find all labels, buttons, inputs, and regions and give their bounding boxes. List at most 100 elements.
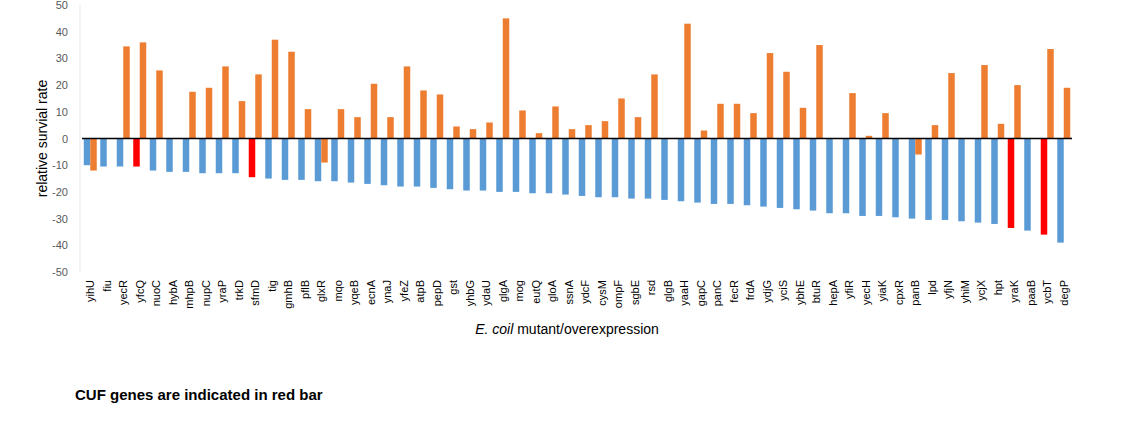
bar bbox=[216, 139, 223, 174]
bar bbox=[810, 139, 817, 211]
x-tick-label: yhbG bbox=[464, 280, 476, 306]
y-tick bbox=[78, 138, 81, 139]
y-tick bbox=[78, 58, 81, 59]
x-tick-label: yhiM bbox=[959, 280, 971, 303]
bar bbox=[387, 117, 394, 138]
x-tick-label: yfjN bbox=[942, 280, 954, 299]
bar bbox=[414, 139, 421, 187]
bar bbox=[1057, 139, 1064, 243]
bar bbox=[717, 104, 724, 139]
chart: -50-40-30-20-1001020304050relative survi… bbox=[0, 0, 1131, 424]
x-tick-label: yecH bbox=[860, 280, 872, 305]
y-tick-label: 20 bbox=[56, 79, 68, 91]
x-tick-label: ompF bbox=[612, 280, 624, 308]
x-tick-label: nuoC bbox=[150, 280, 162, 306]
y-tick-label: 40 bbox=[56, 26, 68, 38]
bar bbox=[354, 117, 361, 138]
x-tick-label: mqo bbox=[332, 280, 344, 301]
bar bbox=[744, 139, 751, 206]
bar bbox=[661, 139, 668, 200]
bar bbox=[282, 139, 289, 180]
bar bbox=[463, 139, 470, 191]
bar bbox=[486, 122, 493, 138]
y-tick-label: 30 bbox=[56, 52, 68, 64]
x-tick-label: panB bbox=[909, 280, 921, 306]
bar bbox=[793, 139, 800, 210]
bar bbox=[892, 139, 899, 218]
x-tick-label: yraK bbox=[1008, 279, 1020, 302]
bar bbox=[701, 130, 708, 138]
bar bbox=[783, 72, 790, 139]
bar bbox=[767, 53, 774, 138]
bar bbox=[618, 98, 625, 138]
bar bbox=[800, 108, 807, 139]
bars bbox=[84, 18, 1071, 242]
bar bbox=[711, 139, 718, 204]
y-tick bbox=[78, 85, 81, 86]
x-tick-label: trkD bbox=[233, 280, 245, 300]
x-tick-label: hepA bbox=[827, 279, 839, 305]
x-tick-label: frdA bbox=[744, 279, 756, 300]
bar bbox=[1014, 85, 1021, 138]
y-tick-label: -50 bbox=[52, 266, 68, 278]
x-tick-label: cysM bbox=[596, 280, 608, 306]
bar bbox=[166, 139, 173, 172]
bar bbox=[222, 66, 229, 138]
x-tick-label: eutQ bbox=[530, 280, 542, 304]
y-tick-label: 10 bbox=[56, 106, 68, 118]
bar bbox=[288, 52, 295, 139]
bar bbox=[305, 109, 312, 138]
bar bbox=[958, 139, 965, 222]
bar bbox=[628, 139, 635, 199]
bar bbox=[265, 139, 272, 179]
bar bbox=[1024, 139, 1031, 231]
x-tick-label: sfmD bbox=[249, 280, 261, 306]
bar bbox=[348, 139, 355, 183]
x-tick-label: hybA bbox=[167, 279, 179, 305]
bar bbox=[1047, 49, 1054, 138]
x-tick-label: gst bbox=[447, 280, 459, 295]
bar bbox=[569, 129, 576, 138]
x-tick-label: mhpB bbox=[183, 280, 195, 309]
bar bbox=[876, 139, 883, 216]
bar bbox=[298, 139, 305, 180]
x-axis-title: E. coil mutant/overexpression bbox=[475, 321, 659, 337]
bar bbox=[183, 139, 190, 172]
bar bbox=[272, 40, 279, 139]
bar bbox=[496, 139, 503, 192]
bar bbox=[239, 101, 246, 138]
y-axis-line bbox=[80, 5, 81, 272]
bar bbox=[595, 139, 602, 198]
annotation: CUF genes are indicated in red bar bbox=[75, 386, 323, 403]
bar bbox=[552, 106, 559, 138]
bar bbox=[859, 139, 866, 216]
x-tick-label: paaB bbox=[1025, 280, 1037, 306]
x-tick-label: yfiR bbox=[843, 280, 855, 299]
bar bbox=[991, 139, 998, 224]
bar bbox=[562, 139, 569, 195]
bar bbox=[199, 139, 206, 174]
x-tick-label: tig bbox=[266, 280, 278, 292]
y-axis-title: relative survial rate bbox=[34, 80, 50, 198]
x-tick-label: pflB bbox=[299, 280, 311, 299]
bar bbox=[942, 139, 949, 220]
bar bbox=[734, 104, 741, 139]
y-tick-label: -20 bbox=[52, 186, 68, 198]
x-tick-label: hpt bbox=[992, 280, 1004, 295]
x-tick-label: lpd bbox=[926, 280, 938, 295]
y-tick-label: -10 bbox=[52, 159, 68, 171]
x-tick-label: ydaU bbox=[480, 280, 492, 306]
x-tick-label: nupC bbox=[200, 280, 212, 306]
x-tick-label: ybhE bbox=[794, 280, 806, 305]
bar bbox=[925, 139, 932, 220]
bar bbox=[1041, 139, 1048, 235]
x-tick-label: yaaH bbox=[678, 280, 690, 306]
bar bbox=[602, 121, 609, 138]
x-axis-line bbox=[82, 138, 1072, 140]
x-tick-label: gloA bbox=[546, 279, 558, 302]
bar bbox=[430, 139, 437, 188]
x-tick-label: ycjX bbox=[975, 279, 987, 300]
bar bbox=[321, 139, 328, 163]
y-tick-label: -30 bbox=[52, 213, 68, 225]
bar bbox=[117, 139, 124, 167]
